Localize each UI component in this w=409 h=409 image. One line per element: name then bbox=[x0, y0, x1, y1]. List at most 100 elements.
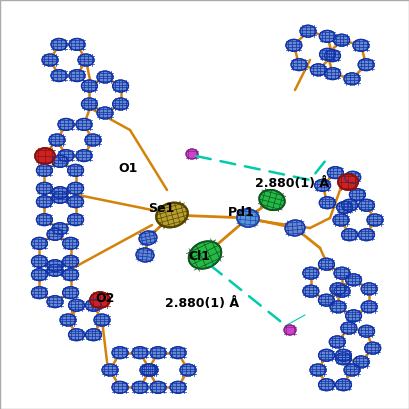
Ellipse shape bbox=[140, 364, 156, 376]
Text: Cl1: Cl1 bbox=[188, 250, 210, 263]
Ellipse shape bbox=[132, 381, 148, 393]
Ellipse shape bbox=[112, 381, 128, 393]
Ellipse shape bbox=[319, 258, 335, 270]
Ellipse shape bbox=[68, 299, 85, 311]
Ellipse shape bbox=[52, 222, 68, 235]
Ellipse shape bbox=[170, 347, 186, 359]
Ellipse shape bbox=[63, 287, 79, 299]
Ellipse shape bbox=[94, 314, 110, 326]
Ellipse shape bbox=[319, 197, 335, 209]
Ellipse shape bbox=[310, 64, 326, 76]
Ellipse shape bbox=[63, 269, 79, 281]
Ellipse shape bbox=[319, 48, 335, 60]
Ellipse shape bbox=[78, 54, 94, 66]
Ellipse shape bbox=[319, 30, 335, 43]
Ellipse shape bbox=[85, 329, 101, 341]
Ellipse shape bbox=[189, 241, 221, 269]
Ellipse shape bbox=[102, 364, 118, 376]
Ellipse shape bbox=[31, 255, 47, 267]
Ellipse shape bbox=[310, 364, 326, 376]
Ellipse shape bbox=[300, 25, 316, 37]
Ellipse shape bbox=[97, 107, 113, 119]
Ellipse shape bbox=[334, 34, 350, 46]
Ellipse shape bbox=[319, 349, 335, 361]
Ellipse shape bbox=[31, 237, 47, 249]
Ellipse shape bbox=[58, 119, 74, 130]
Ellipse shape bbox=[349, 189, 365, 201]
Ellipse shape bbox=[67, 164, 83, 176]
Ellipse shape bbox=[142, 364, 158, 376]
Ellipse shape bbox=[47, 264, 63, 276]
Ellipse shape bbox=[47, 260, 63, 272]
Ellipse shape bbox=[31, 269, 47, 281]
Ellipse shape bbox=[67, 213, 83, 226]
Ellipse shape bbox=[150, 347, 166, 359]
Ellipse shape bbox=[58, 150, 74, 162]
Ellipse shape bbox=[324, 49, 341, 62]
Ellipse shape bbox=[330, 301, 346, 313]
Text: 2.880(1) Å: 2.880(1) Å bbox=[165, 297, 239, 310]
Ellipse shape bbox=[52, 187, 68, 199]
Ellipse shape bbox=[291, 58, 307, 71]
Ellipse shape bbox=[136, 248, 154, 262]
Ellipse shape bbox=[90, 292, 110, 308]
Ellipse shape bbox=[132, 347, 148, 359]
Ellipse shape bbox=[367, 214, 383, 226]
Ellipse shape bbox=[97, 71, 113, 83]
Ellipse shape bbox=[170, 381, 186, 393]
Ellipse shape bbox=[359, 199, 375, 211]
Ellipse shape bbox=[341, 322, 357, 334]
Ellipse shape bbox=[334, 267, 350, 279]
Ellipse shape bbox=[346, 310, 362, 322]
Ellipse shape bbox=[112, 98, 128, 110]
Text: 2.880(1) Å: 2.880(1) Å bbox=[255, 177, 329, 189]
Text: Pd1: Pd1 bbox=[228, 207, 255, 220]
Ellipse shape bbox=[67, 182, 83, 194]
Ellipse shape bbox=[69, 70, 85, 81]
Ellipse shape bbox=[60, 314, 76, 326]
Ellipse shape bbox=[81, 80, 97, 92]
Ellipse shape bbox=[334, 285, 350, 297]
Ellipse shape bbox=[76, 119, 92, 130]
Ellipse shape bbox=[49, 134, 65, 146]
Ellipse shape bbox=[67, 196, 83, 208]
Ellipse shape bbox=[63, 255, 79, 267]
Ellipse shape bbox=[335, 349, 351, 361]
Ellipse shape bbox=[31, 287, 47, 299]
Ellipse shape bbox=[319, 294, 335, 306]
Ellipse shape bbox=[150, 381, 166, 393]
Ellipse shape bbox=[335, 353, 351, 365]
Ellipse shape bbox=[51, 38, 67, 50]
Ellipse shape bbox=[335, 379, 351, 391]
Ellipse shape bbox=[319, 379, 335, 391]
Text: O1: O1 bbox=[118, 162, 137, 175]
Ellipse shape bbox=[259, 190, 285, 210]
Ellipse shape bbox=[139, 231, 157, 245]
Ellipse shape bbox=[315, 179, 330, 191]
Ellipse shape bbox=[337, 201, 353, 213]
Ellipse shape bbox=[344, 364, 360, 376]
Ellipse shape bbox=[42, 54, 58, 66]
Ellipse shape bbox=[36, 213, 52, 226]
Ellipse shape bbox=[47, 228, 63, 240]
Ellipse shape bbox=[327, 166, 343, 179]
Ellipse shape bbox=[85, 134, 101, 146]
Ellipse shape bbox=[69, 38, 85, 50]
Ellipse shape bbox=[330, 283, 346, 295]
Ellipse shape bbox=[36, 196, 52, 208]
Ellipse shape bbox=[63, 237, 79, 249]
Ellipse shape bbox=[353, 356, 369, 368]
Ellipse shape bbox=[345, 171, 361, 183]
Ellipse shape bbox=[156, 203, 188, 227]
Ellipse shape bbox=[303, 285, 319, 297]
Text: Se1: Se1 bbox=[148, 202, 174, 214]
Ellipse shape bbox=[68, 329, 85, 341]
Ellipse shape bbox=[76, 150, 92, 162]
Ellipse shape bbox=[365, 342, 381, 354]
Ellipse shape bbox=[325, 67, 341, 80]
Ellipse shape bbox=[112, 80, 128, 92]
Ellipse shape bbox=[333, 214, 349, 226]
Ellipse shape bbox=[303, 267, 319, 279]
Ellipse shape bbox=[342, 229, 357, 241]
Ellipse shape bbox=[47, 296, 63, 308]
